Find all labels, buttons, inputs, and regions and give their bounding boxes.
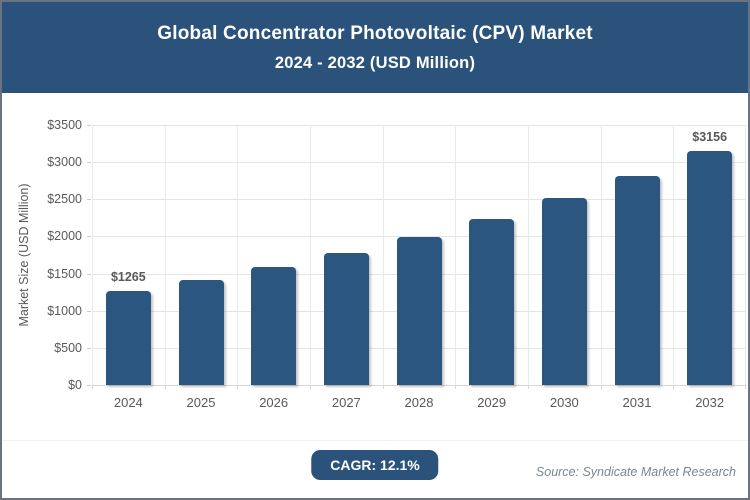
gridline-vertical	[92, 125, 93, 385]
x-tick-label: 2029	[477, 395, 507, 410]
x-tick-label: 2025	[186, 395, 216, 410]
gridline-horizontal	[92, 162, 746, 164]
gridline-horizontal	[92, 125, 746, 126]
cagr-badge: CAGR: 12.1%	[311, 450, 439, 480]
chart-subtitle: 2024 - 2032 (USD Million)	[274, 53, 476, 72]
y-axis-tick	[87, 162, 91, 164]
chart-title: Global Concentrator Photovoltaic (CPV) M…	[157, 22, 593, 44]
gridline-vertical	[382, 125, 384, 385]
gridline-horizontal	[92, 199, 746, 201]
gridline-vertical	[310, 125, 311, 385]
x-axis-tick	[164, 385, 166, 389]
x-tick-label: 2026	[259, 395, 289, 410]
y-tick-label: $500	[54, 340, 82, 355]
x-axis-tick	[92, 385, 93, 389]
gridline-horizontal	[92, 385, 746, 386]
bar-2027	[323, 252, 369, 385]
bar-2024	[105, 291, 151, 385]
x-axis-tick	[745, 385, 746, 389]
gridline-vertical	[745, 125, 746, 385]
y-axis-tick	[87, 347, 91, 349]
x-tick-label: 2032	[695, 395, 725, 410]
bar-2032	[687, 150, 733, 385]
x-axis-tick	[382, 385, 384, 389]
gridline-vertical	[528, 125, 529, 385]
bar-2025	[178, 279, 224, 385]
y-tick-label: $2500	[47, 192, 82, 207]
y-tick-label: $0	[68, 378, 82, 392]
x-axis-tick	[600, 385, 602, 389]
y-axis-tick	[87, 125, 91, 126]
gridline-vertical	[455, 125, 457, 385]
y-tick-label: $1500	[47, 266, 82, 281]
bar-value-label: $1265	[110, 270, 146, 285]
x-axis-tick	[455, 385, 457, 389]
x-tick-label: 2024	[113, 395, 143, 410]
y-axis-tick	[87, 385, 91, 386]
gridline-vertical	[164, 125, 166, 385]
y-axis-tick	[87, 199, 91, 201]
y-tick-label: $1000	[47, 303, 82, 318]
x-tick-label: 2027	[331, 395, 361, 410]
x-tick-label: 2030	[549, 395, 579, 410]
x-tick-label: 2031	[622, 395, 652, 410]
bar-2026	[251, 266, 297, 385]
chart-header: Global Concentrator Photovoltaic (CPV) M…	[2, 2, 748, 93]
plot-area: $0 $500 $1000 $1500 $2000 $2500 $3000 $3500 $126…	[47, 118, 746, 410]
x-axis-tick	[237, 385, 239, 389]
y-tick-label: $3500	[47, 118, 82, 132]
y-tick-label: $2000	[47, 229, 82, 244]
y-axis-tick	[87, 310, 91, 312]
x-axis-tick	[673, 385, 675, 389]
bar-2030	[541, 198, 587, 385]
x-axis-tick	[310, 385, 311, 389]
bar-value-label: $3156	[692, 129, 728, 144]
gridline-vertical	[600, 125, 602, 385]
y-tick-label: $3000	[47, 155, 82, 170]
bar-2028	[396, 236, 442, 385]
x-tick-label: 2028	[404, 395, 434, 410]
chart-area: Market Size (USD Million) $0 $500 $1000 $15…	[2, 93, 748, 440]
x-axis-tick	[528, 385, 529, 389]
gridline-vertical	[237, 125, 239, 385]
y-axis-tick	[87, 273, 91, 275]
chart-footer: CAGR: 12.1% Source: Syndicate Market Res…	[2, 440, 748, 498]
source-attribution: Source: Syndicate Market Research	[535, 465, 736, 479]
bar-2031	[614, 175, 660, 385]
gridline-vertical	[673, 125, 675, 385]
bar-2029	[469, 218, 515, 385]
y-axis-tick	[87, 236, 91, 238]
